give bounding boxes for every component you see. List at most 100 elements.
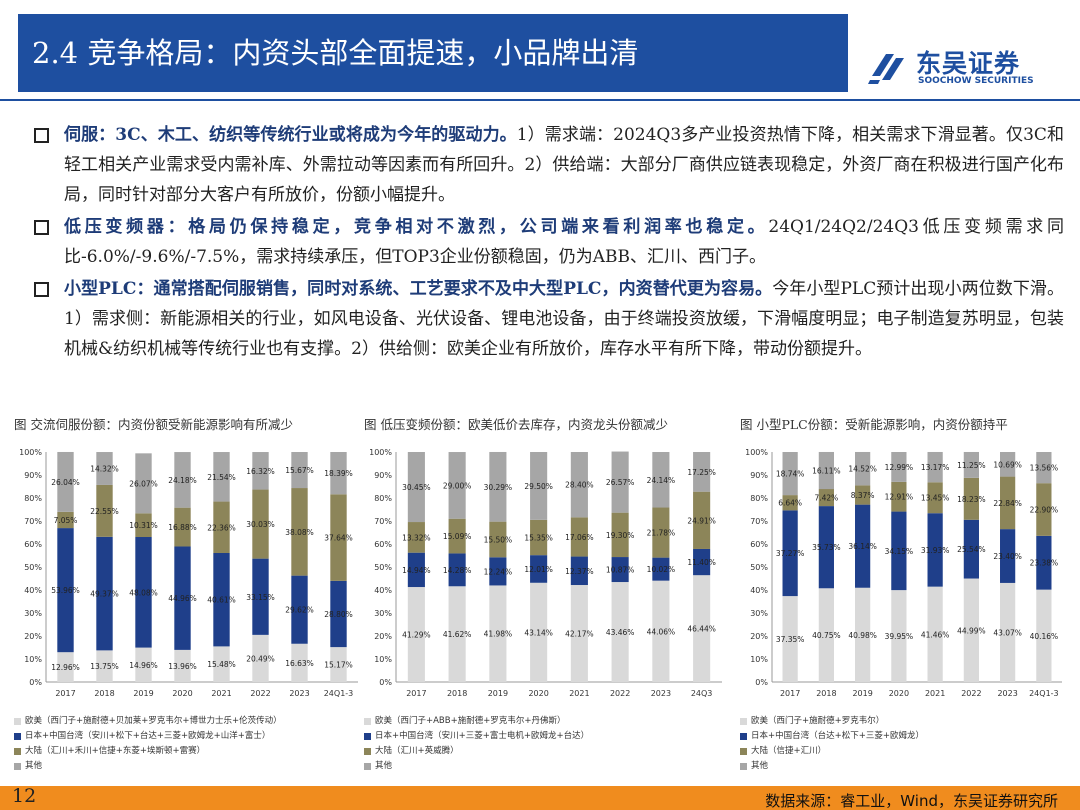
data-label: 39.95% bbox=[885, 632, 914, 641]
x-tick-label: 2023 bbox=[651, 689, 671, 698]
chart-legend: 欧美（西门子+施耐德+贝加莱+罗克韦尔+博世力士乐+伦茨传动） 日本+中国台湾（安… bbox=[14, 714, 366, 774]
data-label: 40.75% bbox=[812, 631, 841, 640]
bar-segment bbox=[291, 488, 308, 576]
data-label: 29.50% bbox=[524, 482, 553, 491]
y-tick-label: 100% bbox=[369, 448, 392, 457]
bar-segment bbox=[1000, 582, 1016, 682]
data-label: 22.90% bbox=[1030, 506, 1059, 515]
y-tick-label: 40% bbox=[750, 586, 768, 595]
data-label: 28.80% bbox=[324, 610, 353, 619]
x-tick-label: 2020 bbox=[889, 689, 909, 698]
legend-item: 大陆（汇川+禾川+信捷+东菱+埃斯顿+雷赛） bbox=[14, 744, 366, 759]
data-label: 22.55% bbox=[90, 507, 119, 516]
bar-segment bbox=[652, 557, 670, 581]
data-label: 15.48% bbox=[207, 660, 236, 669]
bar-segment bbox=[96, 650, 113, 682]
chart-plc: 图 小型PLC份额：受新能源影响，内资份额持平 0% 10% 20% 30% 40% 50… bbox=[740, 414, 1070, 774]
data-label: 49.37% bbox=[90, 590, 119, 599]
data-label: 14.96% bbox=[129, 661, 158, 670]
y-tick-label: 60% bbox=[750, 540, 768, 549]
y-tick-label: 50% bbox=[750, 563, 768, 572]
bar-segment bbox=[652, 580, 670, 682]
data-label: 12.91% bbox=[885, 493, 914, 502]
y-tick-label: 40% bbox=[374, 586, 392, 595]
bar-segment bbox=[57, 511, 74, 529]
legend-item: 欧美（西门子+ABB+施耐德+罗克韦尔+丹佛斯） bbox=[364, 714, 730, 729]
bar-segment bbox=[407, 522, 425, 553]
bar-segment bbox=[927, 451, 943, 483]
legend-item: 其他 bbox=[14, 759, 366, 774]
bar-segment bbox=[782, 510, 798, 597]
x-tick-label: 2019 bbox=[852, 689, 872, 698]
logo-english-name: SOOCHOW SECURITIES bbox=[918, 76, 1034, 86]
data-label: 12.99% bbox=[885, 463, 914, 472]
bar-segment bbox=[855, 587, 871, 682]
data-label: 24.18% bbox=[168, 476, 197, 485]
legend-swatch bbox=[364, 718, 371, 725]
x-tick-label: 2021 bbox=[211, 689, 231, 698]
y-tick-label: 50% bbox=[374, 563, 392, 572]
y-tick-label: 20% bbox=[374, 632, 392, 641]
data-label: 14.28% bbox=[443, 566, 472, 575]
y-tick-label: 90% bbox=[750, 471, 768, 480]
x-tick-label: 2018 bbox=[94, 689, 114, 698]
legend-item: 日本+中国台湾（安川+三菱+富士电机+欧姆龙+台达） bbox=[364, 729, 730, 744]
legend-label: 日本+中国台湾（安川+松下+台达+三菱+欧姆龙+山洋+富士） bbox=[25, 731, 271, 741]
data-label: 41.62% bbox=[443, 630, 472, 639]
data-label: 18.74% bbox=[776, 470, 805, 479]
legend-item: 大陆（信捷+汇川） bbox=[740, 744, 1070, 759]
chart-legend: 欧美（西门子+施耐德+罗克韦尔） 日本+中国台湾（台达+松下+三菱+欧姆龙） 大陆（… bbox=[740, 714, 1070, 774]
bullet-plc: 小型PLC：通常搭配伺服销售，同时对系统、工艺要求不及中大型PLC，内资替代更为… bbox=[34, 274, 1064, 364]
bar-segment bbox=[1000, 476, 1016, 530]
legend-item: 日本+中国台湾（台达+松下+三菱+欧姆龙） bbox=[740, 729, 1070, 744]
data-label: 24.14% bbox=[647, 476, 676, 485]
bar-segment bbox=[530, 519, 548, 556]
data-label: 36.14% bbox=[848, 542, 877, 551]
data-label: 37.35% bbox=[776, 635, 805, 644]
data-label: 22.84% bbox=[993, 499, 1022, 508]
y-tick-label: 10% bbox=[374, 655, 392, 664]
bar-segment bbox=[818, 506, 834, 589]
bullet-lead: 低压变频器：格局仍保持稳定，竞争相对不激烈，公司端来看利润率也稳定。 bbox=[64, 217, 769, 237]
legend-swatch bbox=[740, 763, 747, 770]
data-label: 44.96% bbox=[168, 594, 197, 603]
data-label: 43.46% bbox=[606, 628, 635, 637]
data-label: 23.40% bbox=[993, 552, 1022, 561]
data-label: 18.39% bbox=[324, 469, 353, 478]
data-label: 44.06% bbox=[647, 627, 676, 636]
x-tick-label: 2022 bbox=[610, 689, 630, 698]
bar-segment bbox=[213, 552, 230, 647]
data-label: 21.54% bbox=[207, 473, 236, 482]
legend-swatch bbox=[740, 733, 747, 740]
bar-segment bbox=[1000, 529, 1016, 583]
bar-segment bbox=[407, 452, 425, 523]
bar-segment bbox=[174, 649, 191, 682]
x-tick-label: 2021 bbox=[925, 689, 945, 698]
bar-segment bbox=[530, 555, 548, 583]
y-tick-label: 100% bbox=[745, 448, 768, 457]
data-label: 14.52% bbox=[848, 465, 877, 474]
page-number: 12 bbox=[12, 785, 37, 807]
data-label: 25.54% bbox=[957, 545, 986, 554]
data-label: 13.17% bbox=[921, 463, 950, 472]
y-tick-label: 80% bbox=[374, 494, 392, 503]
bar-segment bbox=[611, 582, 629, 682]
legend-swatch bbox=[740, 748, 747, 755]
chart-title: 图 交流伺服份额：内资份额受新能源影响有所减少 bbox=[14, 417, 293, 432]
bar-segment bbox=[489, 451, 507, 522]
chart-plc-plot: 0% 10% 20% 30% 40% 50% 60% 70% 80% 90% 100% 37.35% 3… bbox=[745, 448, 1062, 698]
data-source: 数据来源：睿工业，Wind，东吴证券研究所 bbox=[765, 792, 1058, 810]
bar-segment bbox=[818, 451, 834, 490]
data-label: 16.63% bbox=[285, 659, 314, 668]
data-label: 48.08% bbox=[129, 588, 158, 597]
legend-item: 大陆（汇川+英威腾） bbox=[364, 744, 730, 759]
bar-segment bbox=[330, 452, 347, 495]
x-tick-label: 24Q3 bbox=[691, 689, 713, 698]
bar-segment bbox=[489, 521, 507, 558]
data-label: 16.32% bbox=[246, 467, 275, 476]
legend-item: 欧美（西门子+施耐德+贝加莱+罗克韦尔+博世力士乐+伦茨传动） bbox=[14, 714, 366, 729]
bar-segment bbox=[330, 647, 347, 682]
legend-swatch bbox=[364, 733, 371, 740]
bar-segment bbox=[530, 582, 548, 682]
legend-swatch bbox=[14, 733, 21, 740]
